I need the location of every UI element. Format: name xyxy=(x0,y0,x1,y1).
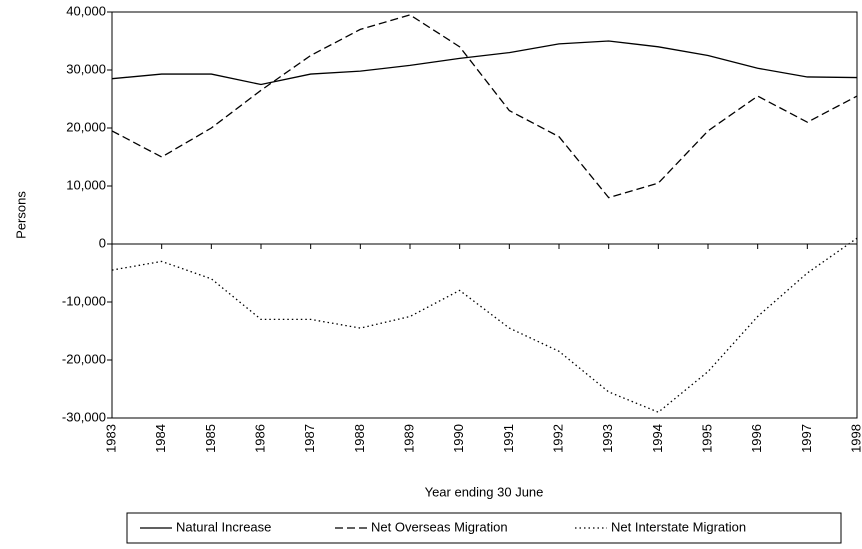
x-tick-label: 1983 xyxy=(103,424,118,453)
x-axis-label: Year ending 30 June xyxy=(425,484,544,499)
y-tick-label: -10,000 xyxy=(62,293,106,308)
y-tick-label: 20,000 xyxy=(66,119,106,134)
x-tick-label: 1995 xyxy=(699,424,714,453)
x-tick-label: 1992 xyxy=(550,424,565,453)
x-tick-label: 1988 xyxy=(352,424,367,453)
legend-label: Net Interstate Migration xyxy=(611,519,746,534)
series-line xyxy=(111,40,858,86)
x-tick-label: 1998 xyxy=(848,424,862,453)
y-axis-label: Persons xyxy=(13,191,28,239)
legend-label: Net Overseas Migration xyxy=(371,519,508,534)
x-tick-label: 1984 xyxy=(153,424,168,453)
x-tick-label: 1991 xyxy=(501,424,516,453)
x-tick-label: 1985 xyxy=(203,424,218,453)
x-tick-label: 1986 xyxy=(252,424,267,453)
x-tick-label: 1996 xyxy=(749,424,764,453)
y-tick-label: 10,000 xyxy=(66,177,106,192)
legend-box xyxy=(126,512,842,544)
x-tick-label: 1989 xyxy=(401,424,416,453)
series-line xyxy=(111,14,858,199)
x-tick-label: 1987 xyxy=(302,424,317,453)
y-tick-label: 30,000 xyxy=(66,61,106,76)
x-tick-label: 1993 xyxy=(600,424,615,453)
plot-frame xyxy=(111,11,858,419)
y-tick-label: -30,000 xyxy=(62,409,106,424)
x-tick-label: 1990 xyxy=(451,424,466,453)
y-tick-label: -20,000 xyxy=(62,351,106,366)
y-tick-label: 40,000 xyxy=(66,3,106,18)
y-tick-label: 0 xyxy=(99,235,106,250)
legend-label: Natural Increase xyxy=(176,519,271,534)
x-tick-label: 1997 xyxy=(799,424,814,453)
series-line xyxy=(111,237,858,413)
x-tick-label: 1994 xyxy=(650,424,665,453)
